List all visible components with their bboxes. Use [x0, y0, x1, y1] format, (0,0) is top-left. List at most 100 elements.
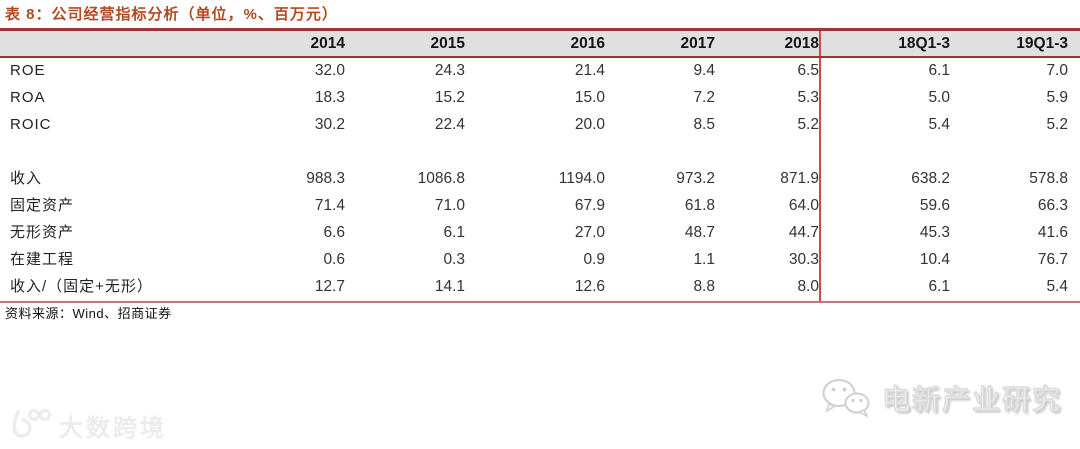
cell: 66.3 — [1037, 197, 1068, 214]
cell: 15.2 — [434, 89, 465, 106]
cell: 71.0 — [434, 197, 465, 214]
row-label: 无形资产 — [10, 224, 75, 241]
table-row: 在建工程 0.6 0.3 0.9 1.1 30.3 10.4 76.7 — [0, 247, 1080, 274]
row-label: 固定资产 — [10, 197, 75, 214]
row-label: ROE — [10, 62, 46, 79]
watermark-right-label: 电新产业研究 — [881, 384, 1062, 416]
cell: 6.1 — [819, 57, 950, 85]
cell: 18.3 — [314, 89, 345, 106]
cell: 24.3 — [434, 62, 465, 79]
cell: 21.4 — [574, 62, 605, 79]
table-row: 固定资产 71.4 71.0 67.9 61.8 64.0 59.6 66.3 — [0, 193, 1080, 220]
column-header: 2018 — [715, 28, 820, 58]
cell: 30.2 — [314, 116, 345, 133]
row-label: 收入/（固定+无形） — [0, 274, 250, 303]
row-label: ROA — [10, 89, 46, 106]
table-row — [0, 139, 1080, 166]
table-title: 表 8：公司经营指标分析（单位，%、百万元） — [5, 6, 338, 23]
cell: 30.3 — [788, 251, 819, 268]
cell: 22.4 — [434, 116, 465, 133]
row-label-header — [0, 28, 250, 58]
table-row: 无形资产 6.6 6.1 27.0 48.7 44.7 45.3 41.6 — [0, 220, 1080, 247]
table-body: ROE 32.0 24.3 21.4 9.4 6.5 6.1 7.0 ROA 18.3 15.2 15… — [0, 57, 1080, 303]
cell: 1.1 — [693, 251, 715, 268]
cell: 6.1 — [443, 224, 465, 241]
cell: 988.3 — [306, 170, 345, 187]
financial-metrics-table: 2014 2015 2016 2017 2018 18Q1-3 19Q1-3 ROE 32.0… — [0, 28, 1080, 303]
cell — [465, 139, 605, 166]
cell: 6.1 — [819, 274, 950, 303]
column-header: 18Q1-3 — [819, 28, 950, 58]
watermark-left-label: 大数跨境 — [59, 414, 167, 442]
cell: 45.3 — [819, 220, 950, 247]
cell — [605, 139, 715, 166]
table-row: ROE 32.0 24.3 21.4 9.4 6.5 6.1 7.0 — [0, 57, 1080, 85]
cell: 48.7 — [684, 224, 715, 241]
cell: 5.9 — [1046, 89, 1068, 106]
cell — [345, 139, 465, 166]
cell: 871.9 — [780, 170, 819, 187]
cell: 32.0 — [314, 62, 345, 79]
cell: 20.0 — [574, 116, 605, 133]
header-row: 2014 2015 2016 2017 2018 18Q1-3 19Q1-3 — [0, 28, 1080, 58]
cell — [950, 139, 1080, 166]
cell: 67.9 — [574, 197, 605, 214]
cell: 64.0 — [788, 197, 819, 214]
cell: 8.5 — [693, 116, 715, 133]
cell — [250, 139, 345, 166]
cell: 5.3 — [797, 89, 819, 106]
cell: 59.6 — [819, 193, 950, 220]
wechat-icon — [820, 376, 872, 420]
cell: 6.6 — [323, 224, 345, 241]
cell: 41.6 — [1037, 224, 1068, 241]
cell: 8.0 — [715, 274, 820, 303]
cell: 61.8 — [684, 197, 715, 214]
cell: 7.2 — [693, 89, 715, 106]
cell: 0.9 — [583, 251, 605, 268]
column-header: 2015 — [345, 28, 465, 58]
cell — [715, 139, 820, 166]
row-label: 在建工程 — [10, 251, 75, 268]
cell: 12.7 — [250, 274, 345, 303]
cell: 638.2 — [819, 166, 950, 193]
cell: 8.8 — [605, 274, 715, 303]
table-row: ROIC 30.2 22.4 20.0 8.5 5.2 5.4 5.2 — [0, 112, 1080, 139]
row-label: ROIC — [10, 116, 52, 133]
cell — [819, 139, 950, 166]
cell: 7.0 — [1046, 62, 1068, 79]
column-header: 19Q1-3 — [950, 28, 1080, 58]
table-row: 收入/（固定+无形） 12.7 14.1 12.6 8.8 8.0 6.1 5.4 — [0, 274, 1080, 303]
cell: 5.4 — [819, 112, 950, 139]
cell: 44.7 — [788, 224, 819, 241]
source-note: 资料来源：Wind、招商证券 — [5, 306, 172, 321]
table-row: 收入 988.3 1086.8 1194.0 973.2 871.9 638.2 578.8 — [0, 166, 1080, 193]
watermark-left: 大数跨境 — [6, 406, 167, 444]
cell: 578.8 — [1029, 170, 1068, 187]
dashu-100-logo-icon — [6, 406, 52, 444]
cell: 15.0 — [574, 89, 605, 106]
cell: 973.2 — [676, 170, 715, 187]
cell: 14.1 — [345, 274, 465, 303]
cell: 5.2 — [1046, 116, 1068, 133]
cell: 5.2 — [797, 116, 819, 133]
cell: 6.5 — [797, 62, 819, 79]
cell: 12.6 — [465, 274, 605, 303]
column-header: 2017 — [605, 28, 715, 58]
cell: 76.7 — [1037, 251, 1068, 268]
cell: 71.4 — [314, 197, 345, 214]
cell: 5.0 — [819, 85, 950, 112]
column-header: 2016 — [465, 28, 605, 58]
cell: 9.4 — [693, 62, 715, 79]
cell: 5.4 — [950, 274, 1080, 303]
cell: 0.6 — [323, 251, 345, 268]
cell: 1086.8 — [417, 170, 465, 187]
cell: 0.3 — [443, 251, 465, 268]
row-label: 收入 — [10, 170, 43, 187]
table-row: ROA 18.3 15.2 15.0 7.2 5.3 5.0 5.9 — [0, 85, 1080, 112]
cell: 27.0 — [574, 224, 605, 241]
watermark-right: 电新产业研究 — [820, 376, 1062, 420]
cell: 1194.0 — [558, 170, 605, 187]
cell: 10.4 — [819, 247, 950, 274]
column-header: 2014 — [250, 28, 345, 58]
